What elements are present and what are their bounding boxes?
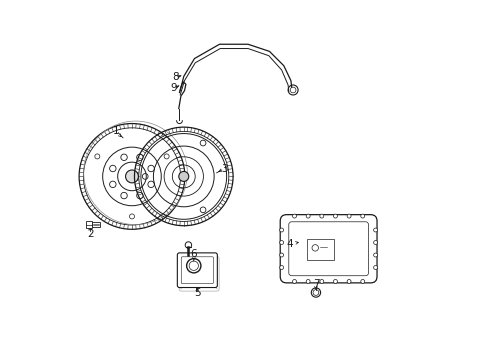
Circle shape — [346, 279, 350, 283]
Circle shape — [179, 171, 188, 181]
Circle shape — [125, 170, 138, 183]
Text: 5: 5 — [194, 288, 200, 297]
Circle shape — [360, 279, 364, 283]
Circle shape — [333, 279, 337, 283]
Circle shape — [346, 214, 350, 218]
Text: 3: 3 — [221, 163, 227, 174]
Circle shape — [279, 253, 283, 257]
Circle shape — [373, 228, 377, 232]
Text: 9: 9 — [170, 83, 177, 93]
Circle shape — [305, 279, 309, 283]
Circle shape — [292, 279, 296, 283]
Bar — [307, 239, 333, 260]
FancyBboxPatch shape — [179, 256, 219, 291]
FancyBboxPatch shape — [280, 215, 376, 283]
Text: 1: 1 — [112, 126, 119, 136]
Circle shape — [333, 214, 337, 218]
Text: 2: 2 — [87, 229, 93, 239]
Circle shape — [305, 214, 309, 218]
Text: 4: 4 — [286, 239, 293, 249]
FancyBboxPatch shape — [177, 253, 217, 288]
Circle shape — [292, 214, 296, 218]
Bar — [86, 221, 92, 228]
Circle shape — [319, 214, 323, 218]
Circle shape — [373, 253, 377, 257]
Text: 6: 6 — [190, 249, 197, 259]
Circle shape — [373, 240, 377, 244]
Circle shape — [279, 240, 283, 244]
Circle shape — [319, 279, 323, 283]
Circle shape — [373, 266, 377, 270]
Text: 7: 7 — [312, 279, 319, 289]
Text: 8: 8 — [172, 72, 178, 82]
Circle shape — [279, 266, 283, 270]
Circle shape — [360, 214, 364, 218]
Bar — [92, 222, 100, 227]
Circle shape — [279, 228, 283, 232]
